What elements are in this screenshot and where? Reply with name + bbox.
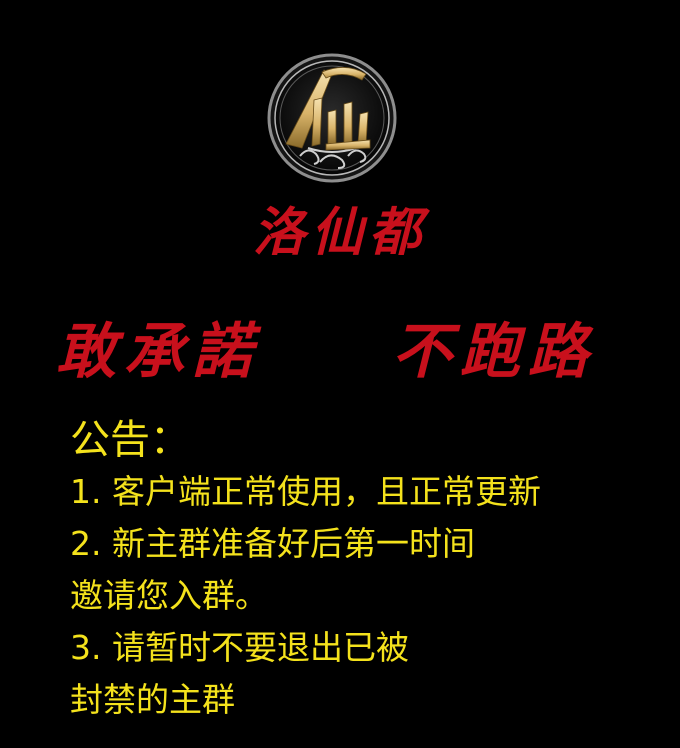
slogan-no-runaway: 不跑路 <box>392 314 596 390</box>
notice-block: 公告： 1. 客户端正常使用，且正常更新 2. 新主群准备好后第一时间 邀请您入… <box>70 414 670 726</box>
notice-line-5: 封禁的主群 <box>70 680 235 719</box>
page-title: 洛仙都 <box>0 200 680 266</box>
notice-line-3: 邀请您入群。 <box>70 576 268 615</box>
slogan-right-text: 不跑路 <box>392 317 596 387</box>
notice-line-1: 1. 客户端正常使用，且正常更新 <box>70 472 541 511</box>
slogan-left-text: 敢承諾 <box>56 317 260 387</box>
slogan-promise: 敢承諾 <box>56 314 260 390</box>
xian-emblem-icon <box>267 53 397 183</box>
notice-line-4: 3. 请暂时不要退出已被 <box>70 628 409 667</box>
notice-line-2: 2. 新主群准备好后第一时间 <box>70 524 475 563</box>
notice-heading: 公告： <box>70 417 190 463</box>
title-text: 洛仙都 <box>252 202 427 263</box>
